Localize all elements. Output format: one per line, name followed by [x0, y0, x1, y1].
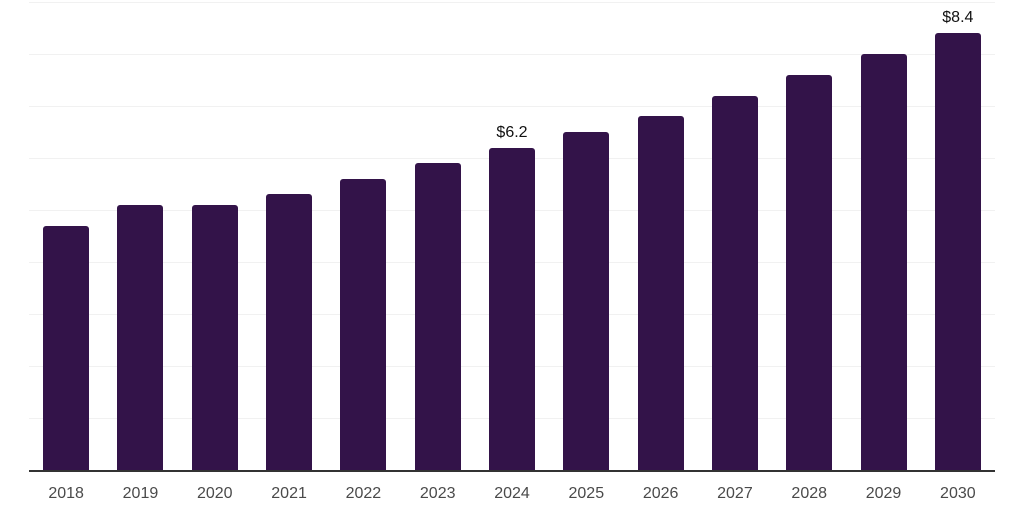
bar-2018	[43, 225, 90, 470]
x-axis-ticks: 2018 2019 2020 2021 2022 2023 2024 2025 2026 2027…	[29, 484, 995, 504]
plot-area: $6.2 $8.4	[29, 2, 995, 472]
x-tick-label-2023: 2023	[419, 485, 456, 502]
x-tick-label-2018: 2018	[48, 485, 84, 502]
gridline	[29, 54, 995, 55]
x-tick-label-2025: 2025	[568, 485, 605, 502]
value-label-2030: $8.4	[942, 9, 974, 27]
value-label-2024: $6.2	[496, 123, 528, 141]
x-tick-label-2022: 2022	[345, 485, 382, 502]
bar-2027	[711, 95, 758, 470]
bar-2021	[266, 194, 313, 470]
x-tick-label-2026: 2026	[642, 485, 679, 502]
bar-2023	[414, 163, 461, 470]
x-tick-label-2027: 2027	[717, 485, 753, 502]
gridline	[29, 2, 995, 3]
bar-2019	[117, 204, 164, 470]
bar-2026	[637, 116, 684, 470]
bar-2029	[860, 54, 907, 470]
x-tick-label-2020: 2020	[196, 485, 233, 502]
bar-2025	[563, 132, 610, 470]
bar-2028	[786, 74, 833, 470]
x-tick-label-2019: 2019	[122, 485, 159, 502]
x-tick-label-2021: 2021	[271, 485, 307, 502]
x-axis-line	[29, 470, 995, 472]
bar-2020	[191, 204, 238, 470]
x-tick-label-2028: 2028	[791, 485, 828, 502]
bar-2024	[489, 147, 535, 470]
gridline	[29, 106, 995, 107]
x-tick-label-2024: 2024	[494, 485, 530, 502]
x-tick-label-2030: 2030	[940, 485, 976, 502]
bar-2030	[934, 33, 981, 470]
bar-2022	[340, 178, 387, 470]
x-tick-label-2029: 2029	[865, 485, 902, 502]
